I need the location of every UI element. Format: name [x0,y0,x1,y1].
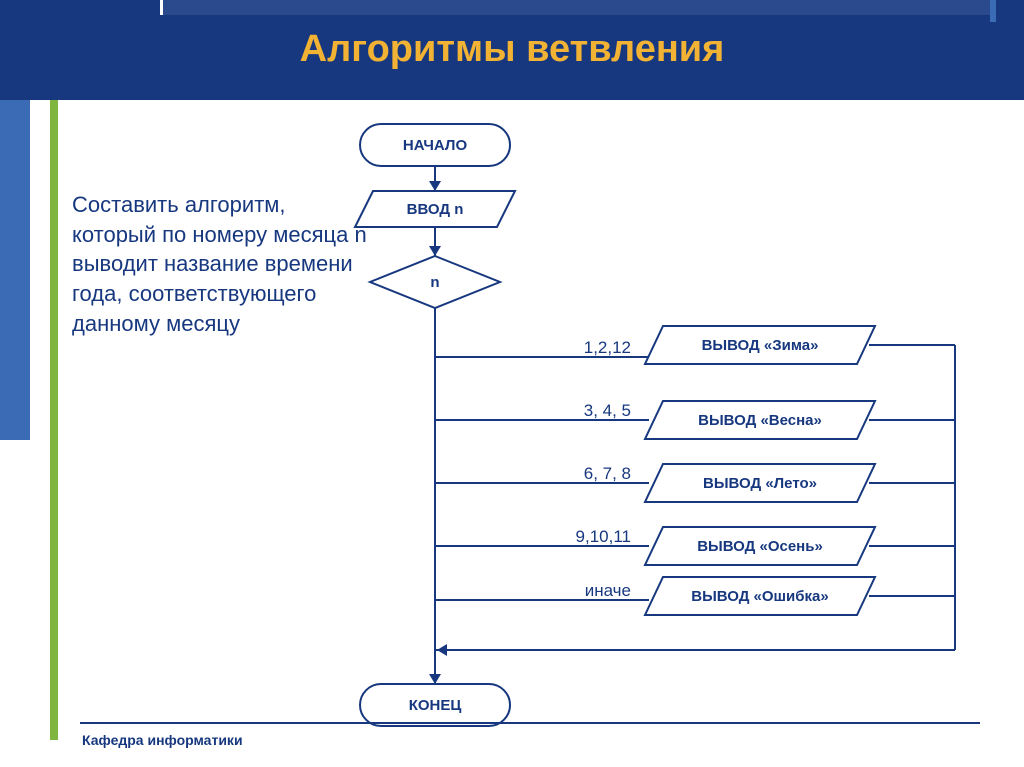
svg-text:3, 4, 5: 3, 4, 5 [584,401,631,420]
svg-text:ВВОД n: ВВОД n [407,201,464,218]
bottom-rule [80,722,980,724]
svg-text:6, 7, 8: 6, 7, 8 [584,464,631,483]
svg-text:ВЫВОД «Лето»: ВЫВОД «Лето» [703,475,817,492]
footer-text: Кафедра информатики [82,732,243,748]
svg-text:НАЧАЛО: НАЧАЛО [403,137,468,154]
svg-text:1,2,12: 1,2,12 [584,338,631,357]
svg-text:ВЫВОД «Осень»: ВЫВОД «Осень» [697,538,823,555]
svg-text:9,10,11: 9,10,11 [576,527,631,546]
svg-text:КОНЕЦ: КОНЕЦ [409,697,462,714]
svg-text:ВЫВОД «Ошибка»: ВЫВОД «Ошибка» [691,588,829,605]
svg-text:n: n [430,274,439,291]
svg-text:ВЫВОД «Весна»: ВЫВОД «Весна» [698,412,822,429]
flowchart: НАЧАЛО ВВОД n n 1,2,12 ВЫВОД «Зима» 3, 4, 5 ВЫ… [0,0,1024,767]
slide: Алгоритмы ветвления Составить алгоритм, … [0,0,1024,767]
svg-text:ВЫВОД «Зима»: ВЫВОД «Зима» [702,337,819,354]
svg-text:иначе: иначе [585,581,631,600]
